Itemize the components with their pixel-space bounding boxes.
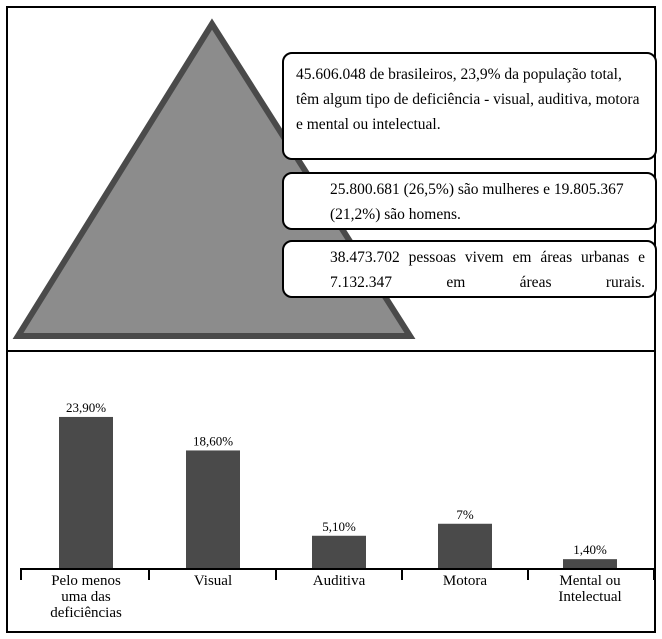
bar-2 bbox=[312, 535, 366, 568]
category-label-line: Mental ou bbox=[559, 573, 621, 589]
category-label-4: Mental ou Intelectual bbox=[531, 573, 649, 605]
data-label-2: 5,10% bbox=[322, 519, 356, 534]
info-text-total: 45.606.048 de brasileiros, 23,9% da popu… bbox=[296, 66, 640, 133]
data-label-3: 7% bbox=[456, 507, 474, 522]
category-label-3: Motora bbox=[406, 573, 524, 589]
category-label-line: Pelo menos bbox=[51, 573, 121, 589]
category-label-2: Auditiva bbox=[280, 573, 398, 589]
category-label-line: Visual bbox=[193, 573, 233, 589]
category-label-line: Intelectual bbox=[558, 589, 622, 605]
category-label-0: Pelo menos uma das deficiências bbox=[27, 573, 145, 621]
bar-4 bbox=[563, 559, 617, 568]
section-divider bbox=[6, 350, 656, 352]
category-label-line: uma das bbox=[61, 589, 111, 605]
info-box-location: 38.473.702 pessoas vivem em áreas urbana… bbox=[282, 240, 657, 298]
bar-1 bbox=[186, 450, 240, 568]
bar-0 bbox=[59, 416, 113, 568]
category-label-line: Auditiva bbox=[312, 573, 366, 589]
info-text-location: 38.473.702 pessoas vivem em áreas urbana… bbox=[330, 249, 645, 291]
bar-3 bbox=[438, 523, 492, 568]
info-box-total: 45.606.048 de brasileiros, 23,9% da popu… bbox=[282, 52, 657, 160]
data-label-0: 23,90% bbox=[66, 400, 106, 415]
info-box-gender: 25.800.681 (26,5%) são mulheres e 19.805… bbox=[282, 172, 657, 230]
info-text-gender: 25.800.681 (26,5%) são mulheres e 19.805… bbox=[330, 181, 624, 223]
category-label-line: Motora bbox=[442, 573, 488, 589]
category-label-line: deficiências bbox=[50, 605, 122, 621]
data-label-4: 1,40% bbox=[573, 542, 607, 557]
data-label-1: 18,60% bbox=[193, 433, 233, 448]
category-label-1: Visual bbox=[154, 573, 272, 589]
